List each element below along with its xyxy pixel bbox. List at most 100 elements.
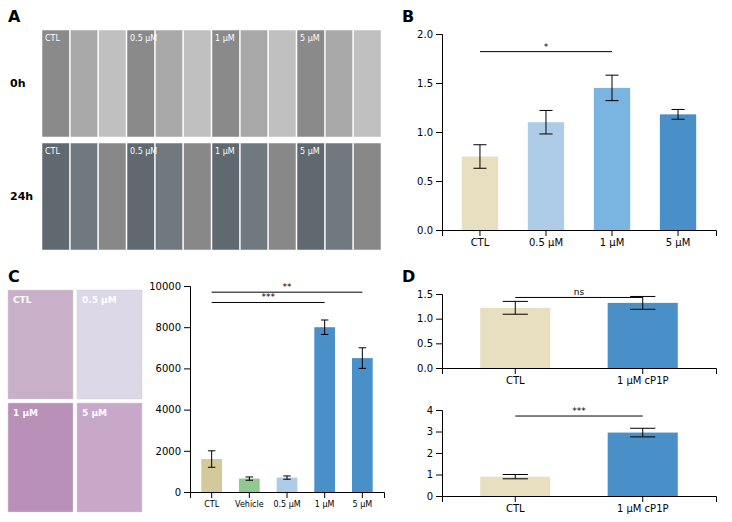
tick-label: CTL [204, 500, 219, 509]
tick-label: 0 [427, 491, 433, 502]
axis-line [436, 411, 443, 497]
error-bar-stem [324, 320, 325, 334]
plot-area [480, 428, 678, 496]
significance-label: * [544, 42, 549, 52]
error-bar-stem [515, 301, 516, 314]
tick-label: 0.0 [417, 225, 433, 236]
error-bar [671, 109, 684, 119]
tick-mark [436, 453, 442, 454]
tick-label: 5 μM [353, 500, 373, 509]
tick-mark [642, 496, 643, 502]
y-tick: 1.5 [417, 78, 442, 89]
error-bar-cap [359, 368, 366, 369]
tick-label: 1.5 [417, 78, 433, 89]
y-tick: 6000 [156, 363, 190, 374]
error-bar [539, 110, 552, 134]
image-placeholder [77, 403, 142, 512]
error-bar-cap [208, 450, 215, 451]
significance-label: *** [572, 406, 586, 416]
tick-mark [436, 368, 442, 369]
image-placeholder [325, 30, 352, 137]
y-tick: 0.5 [417, 176, 442, 187]
panel-label: A [8, 7, 21, 26]
y-axis: 0200040006000800010000 [149, 281, 190, 498]
bar [608, 303, 678, 368]
axis-line [184, 287, 191, 493]
tick-mark [436, 181, 442, 182]
plot-area [462, 75, 696, 230]
image-placeholder [184, 30, 211, 137]
tick-mark [184, 368, 190, 369]
error-bar [605, 75, 618, 100]
image-placeholder [297, 143, 324, 250]
error-bar-cap [503, 474, 528, 475]
bar-chart: 0200040006000800010000CTLVehicle0.5 μM1 … [149, 281, 384, 509]
error-bar [321, 320, 328, 334]
image-placeholder [325, 143, 352, 250]
tick-label: 0.5 [417, 176, 433, 187]
tick-mark [612, 230, 613, 236]
tick-label: 0.5 [417, 338, 433, 349]
image-placeholder [240, 143, 267, 250]
y-axis: 0.00.51.01.5 [417, 289, 442, 374]
y-tick: 1 [427, 469, 442, 480]
image-label: 0.5 μM [130, 34, 157, 43]
panel-label: D [402, 267, 415, 286]
y-tick: 4 [427, 405, 442, 416]
row-label: 0h [10, 77, 26, 90]
error-bar-cap [630, 428, 655, 429]
significance-label: ns [574, 287, 585, 297]
x-axis: CTLVehicle0.5 μM1 μM5 μM [191, 492, 385, 509]
error-bar [630, 428, 655, 437]
error-bar [246, 477, 253, 480]
tick-label: CTL [471, 237, 490, 248]
error-bar-cap [321, 319, 328, 320]
y-tick: 4000 [156, 404, 190, 415]
image-placeholder [212, 143, 239, 250]
error-bar-stem [479, 145, 480, 169]
error-bar-cap [630, 296, 655, 297]
panel-label: B [402, 7, 414, 26]
error-bar [503, 301, 528, 314]
axis-line [443, 369, 717, 375]
axis-line [443, 497, 717, 503]
y-tick: 3 [427, 426, 442, 437]
image-placeholder [8, 403, 73, 512]
x-tick: 0.5 μM [273, 492, 300, 509]
tick-mark [436, 132, 442, 133]
tick-mark [515, 496, 516, 502]
x-tick: Vehicle [235, 492, 264, 509]
error-bar-cap [671, 109, 684, 110]
x-tick: CTL [471, 230, 490, 248]
error-bar-cap [539, 133, 552, 134]
tick-label: CTL [506, 375, 525, 386]
image-label: 1 μM [13, 408, 38, 418]
tick-mark [545, 230, 546, 236]
error-bar-stem [211, 451, 212, 467]
tick-mark [324, 492, 325, 498]
image-placeholder [42, 30, 69, 137]
image-placeholder [269, 30, 296, 137]
tick-mark [362, 492, 363, 498]
tick-label: 6000 [156, 363, 181, 374]
image-placeholder [155, 143, 182, 250]
y-tick: 0 [175, 487, 190, 498]
image-placeholder [269, 143, 296, 250]
tick-mark [184, 327, 190, 328]
tick-mark [436, 475, 442, 476]
tick-mark [479, 230, 480, 236]
error-bar-cap [539, 110, 552, 111]
tick-label: 10000 [149, 281, 181, 292]
tick-label: 1.0 [417, 313, 433, 324]
image-label: 5 μM [300, 34, 320, 43]
x-tick: CTL [506, 496, 525, 514]
tick-mark [436, 432, 442, 433]
error-bar-cap [605, 75, 618, 76]
x-axis: CTL1 μM cP1P [443, 368, 717, 386]
bar [594, 88, 630, 230]
x-tick: 1 μM cP1P [617, 496, 669, 514]
tick-label: 0.5 μM [273, 500, 300, 509]
y-axis: 0.00.51.01.52.0 [417, 29, 442, 236]
y-tick: 0.0 [417, 225, 442, 236]
tick-mark [642, 368, 643, 374]
